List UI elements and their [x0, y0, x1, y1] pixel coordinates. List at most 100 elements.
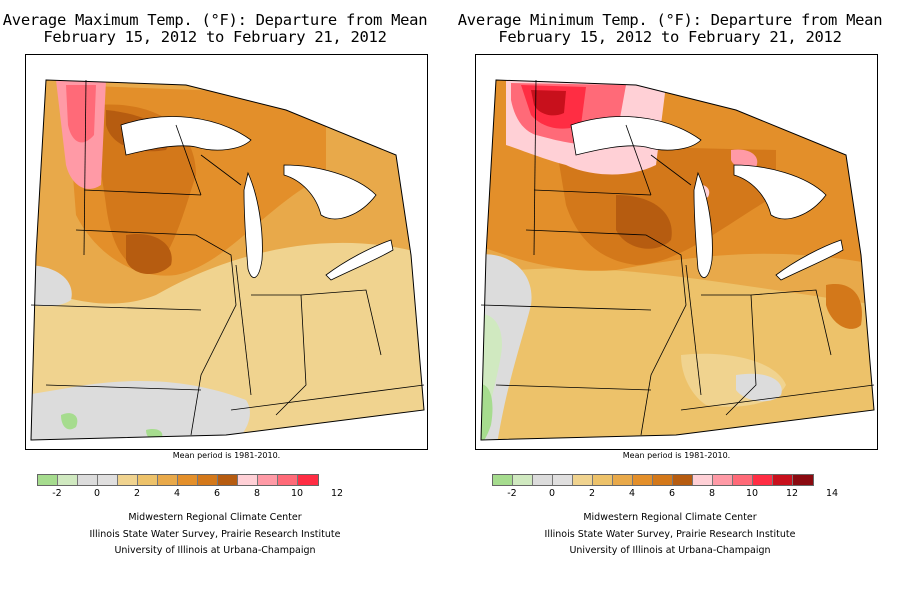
- anomaly-fill-mi-warm: [731, 149, 758, 170]
- legend-swatch: [773, 475, 793, 485]
- border-wi-mi: [200, 154, 242, 186]
- map-domain-outline: [480, 79, 875, 441]
- legend-swatch: [238, 475, 258, 485]
- legend-swatch: [633, 475, 653, 485]
- anomaly-fill-south: [481, 268, 874, 440]
- legend-swatch: [98, 475, 118, 485]
- legend-swatch: [513, 475, 533, 485]
- title-line-1: Average Maximum Temp. (°F): Departure fr…: [2, 11, 428, 29]
- legend-swatch: [298, 475, 318, 485]
- min-temp-panel: Average Minimum Temp. (°F): Departure fr…: [455, 0, 885, 600]
- lake-huron: [733, 164, 827, 220]
- legend-tick-label: 6: [668, 488, 676, 499]
- anomaly-fill-core: [556, 145, 776, 265]
- state-borders: [480, 79, 875, 436]
- legend-swatch: [793, 475, 813, 485]
- anomaly-fill-hot: [66, 85, 96, 143]
- border-mn-wi: [625, 124, 652, 196]
- border-mo-north: [480, 304, 652, 311]
- anomaly-fill-green: [481, 384, 493, 440]
- border-ia-il: [75, 229, 237, 436]
- border-mn-dakotas: [83, 79, 87, 256]
- anomaly-fill-green: [61, 413, 78, 430]
- legend-swatch: [38, 475, 58, 485]
- legend-tick-label: 2: [133, 488, 141, 499]
- map-title: Average Maximum Temp. (°F): Departure fr…: [0, 12, 430, 46]
- title-line-2: February 15, 2012 to February 21, 2012: [43, 28, 387, 46]
- legend-swatch: [713, 475, 733, 485]
- border-il-in: [685, 264, 702, 396]
- mean-period-note: Mean period is 1981-2010.: [622, 451, 731, 460]
- legend-tick-label: 0: [93, 488, 101, 499]
- legend-swatch: [198, 475, 218, 485]
- border-oh-east: [750, 289, 832, 356]
- border-in-oh: [251, 294, 307, 416]
- state-borders: [30, 79, 425, 436]
- legend-tick-label: 4: [628, 488, 636, 499]
- legend-tick-label: 0: [548, 488, 556, 499]
- border-oh-east: [300, 289, 382, 356]
- legend-swatch: [613, 475, 633, 485]
- lake-superior: [120, 116, 252, 156]
- anomaly-fill-gray-west: [31, 265, 72, 307]
- credits: Midwestern Regional Climate Center Illin…: [0, 510, 430, 560]
- legend-tick-label: 6: [213, 488, 221, 499]
- legend-swatch: [118, 475, 138, 485]
- legend-swatch: [533, 475, 553, 485]
- legend-tick-labels: -2 0 2 4 6 8 10 12: [37, 488, 405, 500]
- legend-tick-label: 10: [745, 488, 759, 499]
- legend-swatch: [753, 475, 773, 485]
- great-lakes: [570, 116, 844, 281]
- legend-swatch: [573, 475, 593, 485]
- border-wi-mi: [650, 154, 692, 186]
- max-temp-map-svg: [30, 79, 425, 441]
- legend-swatch: [553, 475, 573, 485]
- border-mo-ar: [45, 384, 202, 391]
- legend-tick-label: -2: [507, 488, 517, 499]
- border-mn-wi: [175, 124, 202, 196]
- map-title: Average Minimum Temp. (°F): Departure fr…: [455, 12, 885, 46]
- lake-michigan: [243, 171, 263, 278]
- credit-line-3: University of Illinois at Urbana-Champai…: [114, 545, 316, 556]
- legend-tick-labels: -2 0 2 4 6 8 10 12 14: [492, 488, 854, 500]
- border-il-in: [235, 264, 252, 396]
- title-line-2: February 15, 2012 to February 21, 2012: [498, 28, 842, 46]
- title-line-1: Average Minimum Temp. (°F): Departure fr…: [457, 11, 883, 29]
- credit-line-2: Illinois State Water Survey, Prairie Res…: [544, 528, 796, 540]
- legend-tick-label: 14: [825, 488, 839, 499]
- anomaly-fill-gray-ky: [736, 373, 782, 402]
- legend-swatch: [138, 475, 158, 485]
- legend-swatch: [58, 475, 78, 485]
- border-ky-tn: [680, 384, 875, 411]
- credit-line-1: Midwestern Regional Climate Center: [583, 512, 757, 523]
- legend-swatch: [258, 475, 278, 485]
- legend-tick-label: 12: [330, 488, 344, 499]
- legend-tick-label: 4: [173, 488, 181, 499]
- anomaly-fill-max: [126, 234, 172, 275]
- legend-tick-label: 8: [708, 488, 716, 499]
- legend-swatch: [493, 475, 513, 485]
- legend-swatch: [158, 475, 178, 485]
- anomaly-fill-gray-south: [31, 381, 250, 440]
- legend-swatch: [693, 475, 713, 485]
- lake-superior: [570, 116, 702, 156]
- legend-tick-label: 8: [253, 488, 261, 499]
- border-mn-ia: [83, 189, 202, 196]
- border-ky-tn: [230, 384, 425, 411]
- border-in-oh: [701, 294, 757, 416]
- legend-swatch: [733, 475, 753, 485]
- legend-swatch: [653, 475, 673, 485]
- min-temp-map-svg: [480, 79, 875, 441]
- legend-swatch: [78, 475, 98, 485]
- max-temp-panel: Average Maximum Temp. (°F): Departure fr…: [0, 0, 430, 600]
- anomaly-fill-ky: [356, 351, 381, 370]
- legend-tick-label: 2: [588, 488, 596, 499]
- legend-tick-label: 10: [290, 488, 304, 499]
- color-legend: [37, 474, 319, 486]
- credits: Midwestern Regional Climate Center Illin…: [455, 510, 885, 560]
- legend-swatch: [673, 475, 693, 485]
- border-mn-dakotas: [533, 79, 537, 256]
- border-ia-il: [525, 229, 687, 436]
- anomaly-fill-oh: [826, 284, 862, 329]
- credit-line-3: University of Illinois at Urbana-Champai…: [569, 545, 771, 556]
